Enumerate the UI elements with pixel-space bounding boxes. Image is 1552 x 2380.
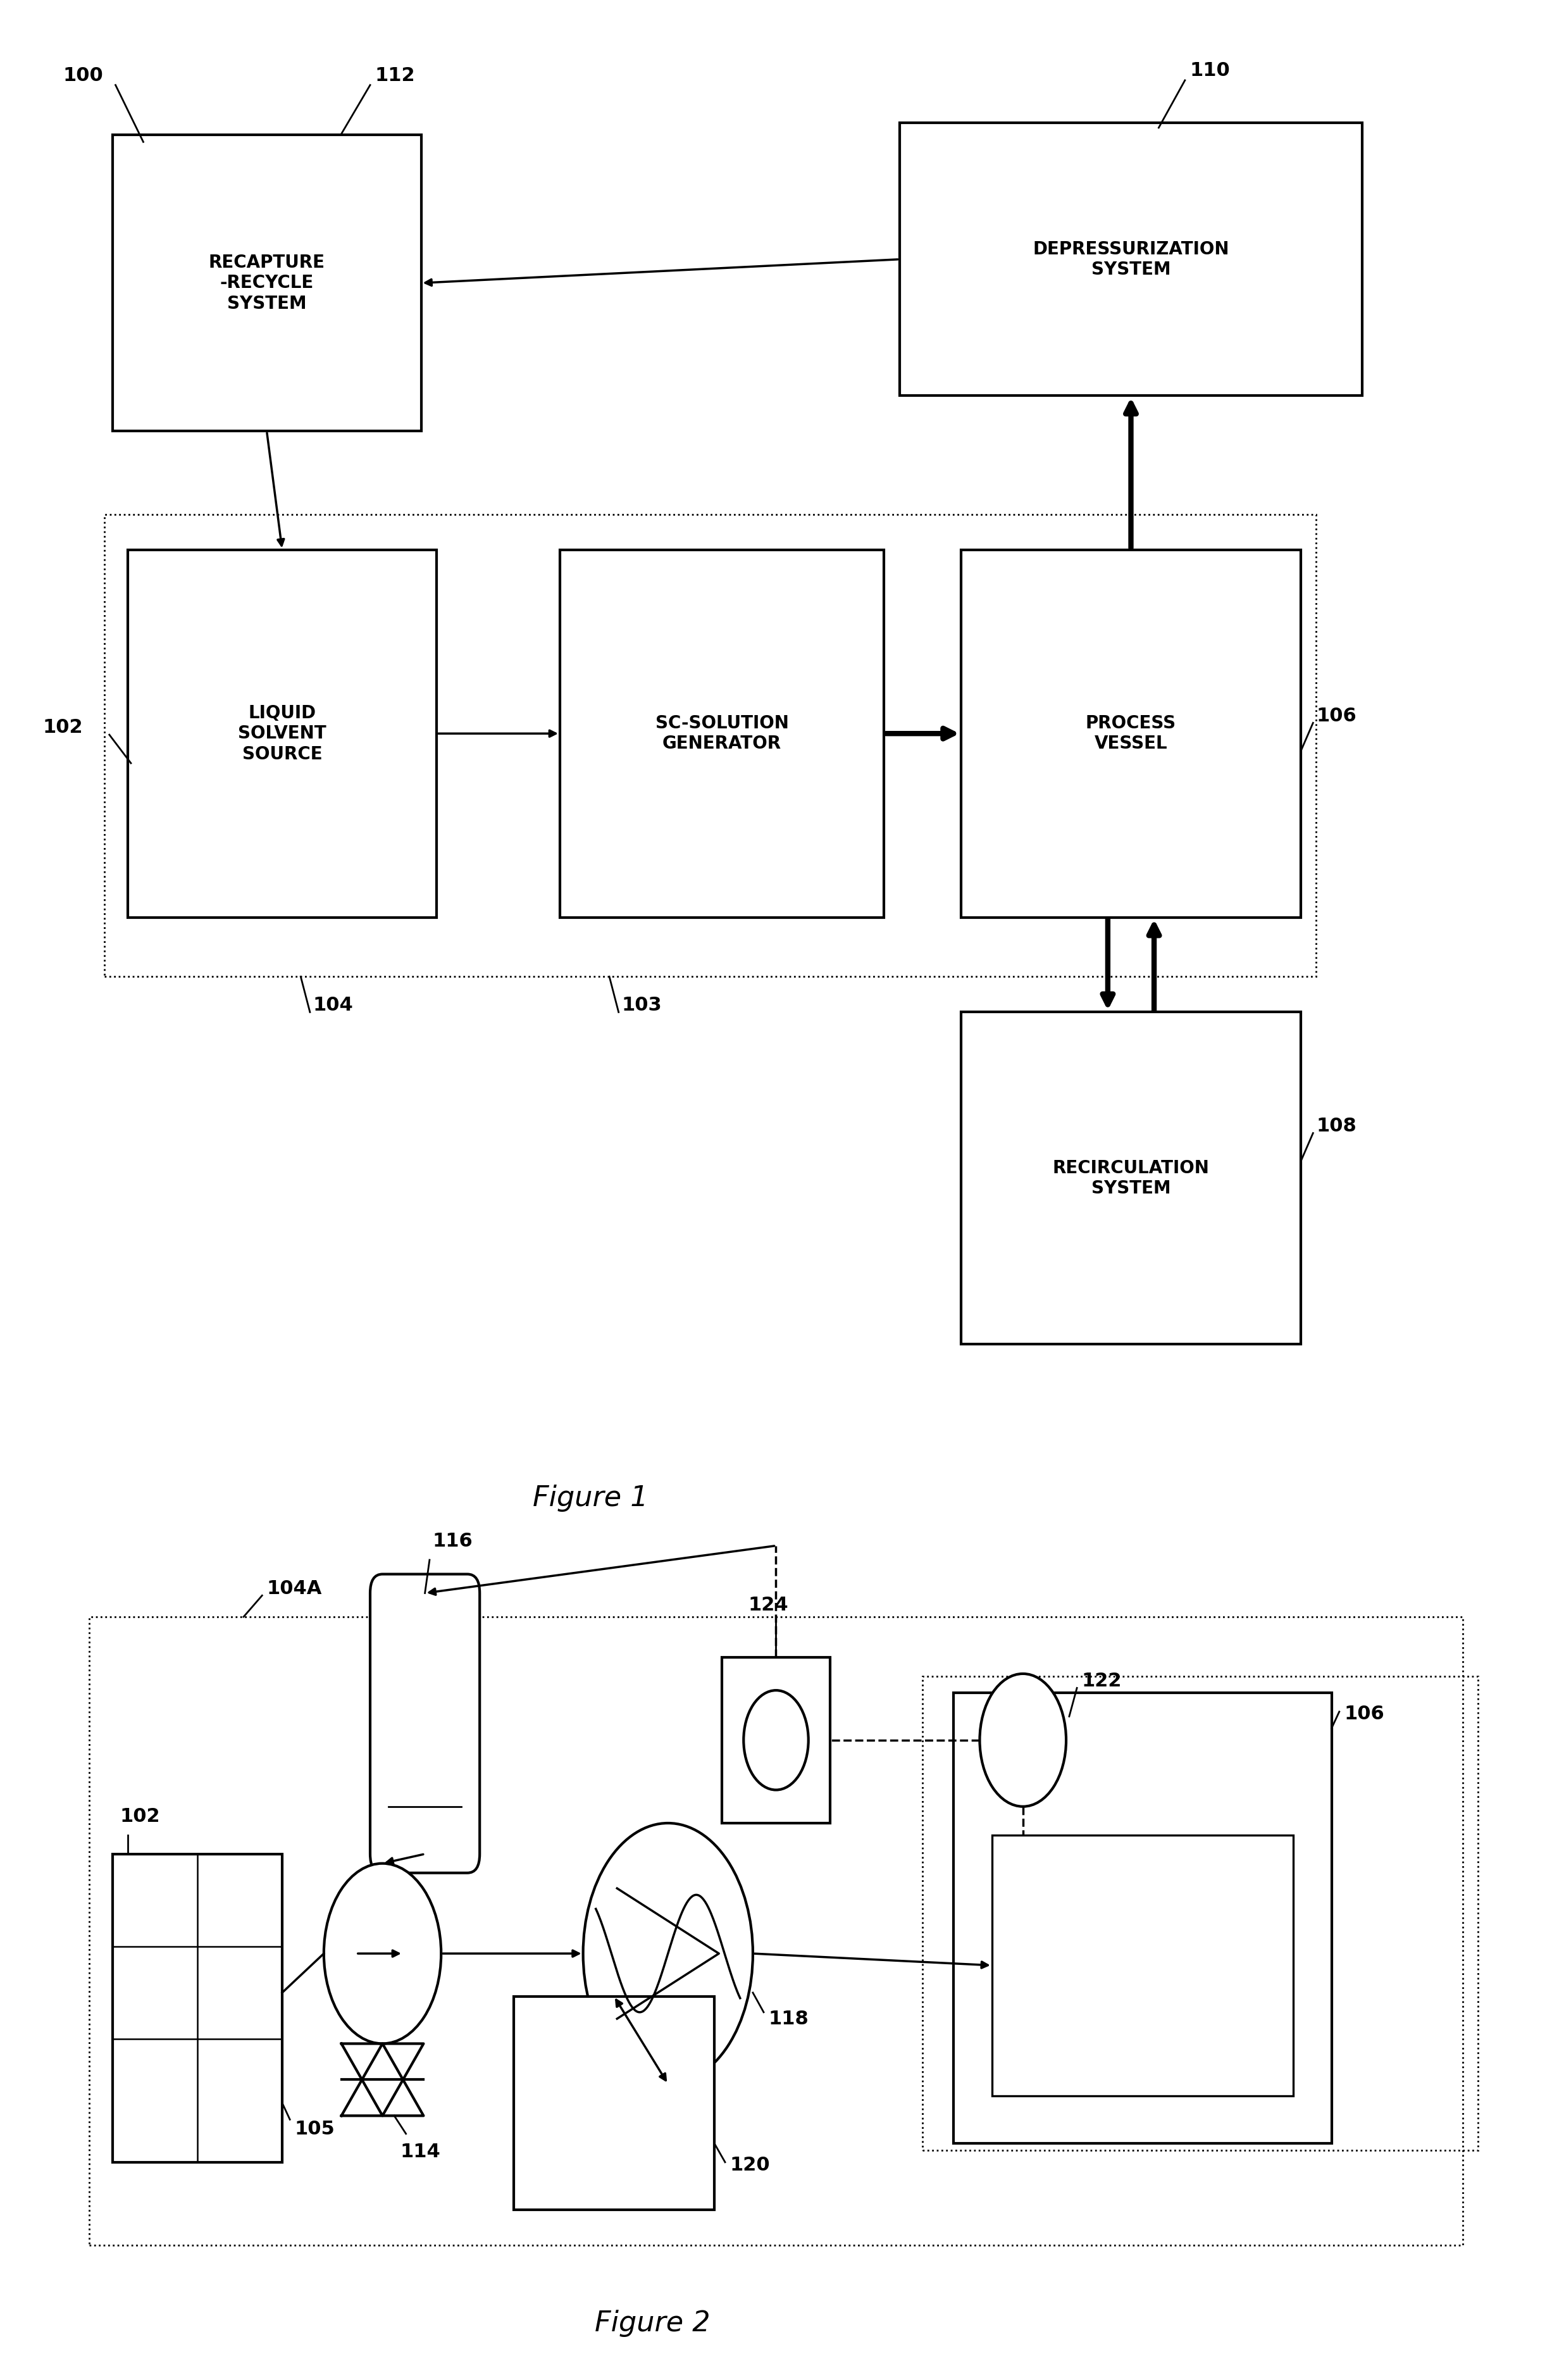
Text: 120: 120	[729, 2156, 770, 2173]
FancyBboxPatch shape	[961, 550, 1301, 916]
FancyBboxPatch shape	[992, 1835, 1293, 2097]
Text: RECAPTURE
-RECYCLE
SYSTEM: RECAPTURE -RECYCLE SYSTEM	[208, 255, 324, 312]
FancyBboxPatch shape	[127, 550, 436, 916]
FancyBboxPatch shape	[112, 136, 421, 431]
FancyBboxPatch shape	[560, 550, 885, 916]
Text: 108: 108	[1316, 1116, 1356, 1135]
Circle shape	[743, 1690, 809, 1790]
Text: 118: 118	[768, 2009, 809, 2028]
FancyBboxPatch shape	[900, 124, 1363, 395]
Text: 104A: 104A	[267, 1580, 321, 1597]
Text: 103: 103	[622, 995, 663, 1014]
Text: 102: 102	[43, 719, 84, 738]
FancyBboxPatch shape	[514, 1997, 714, 2209]
Text: 122: 122	[1082, 1671, 1122, 1690]
Circle shape	[324, 1864, 441, 2044]
FancyBboxPatch shape	[112, 1854, 282, 2161]
Circle shape	[584, 1823, 753, 2085]
Text: RECIRCULATION
SYSTEM: RECIRCULATION SYSTEM	[1052, 1159, 1209, 1197]
Text: 114: 114	[400, 2142, 441, 2161]
Text: 124: 124	[748, 1597, 788, 1614]
Text: 112: 112	[374, 67, 414, 86]
FancyBboxPatch shape	[961, 1012, 1301, 1345]
Text: DEPRESSURIZATION
SYSTEM: DEPRESSURIZATION SYSTEM	[1032, 240, 1229, 278]
Text: 105: 105	[295, 2121, 335, 2140]
FancyBboxPatch shape	[722, 1656, 830, 1823]
Text: 102: 102	[120, 1806, 160, 1825]
Text: Figure 1: Figure 1	[532, 1485, 649, 1511]
Circle shape	[979, 1673, 1066, 1806]
Text: LIQUID
SOLVENT
SOURCE: LIQUID SOLVENT SOURCE	[237, 704, 326, 764]
Text: PROCESS
VESSEL: PROCESS VESSEL	[1086, 714, 1176, 752]
Text: Figure 2: Figure 2	[594, 2311, 711, 2337]
Text: 100: 100	[64, 67, 104, 86]
FancyBboxPatch shape	[369, 1573, 480, 1873]
Text: SC-SOLUTION
GENERATOR: SC-SOLUTION GENERATOR	[655, 714, 788, 752]
Text: 116: 116	[433, 1533, 473, 1549]
FancyBboxPatch shape	[953, 1692, 1332, 2144]
Text: 106: 106	[1316, 707, 1356, 726]
Text: 104: 104	[314, 995, 354, 1014]
Text: 110: 110	[1189, 62, 1229, 81]
Text: 106: 106	[1344, 1704, 1384, 1723]
